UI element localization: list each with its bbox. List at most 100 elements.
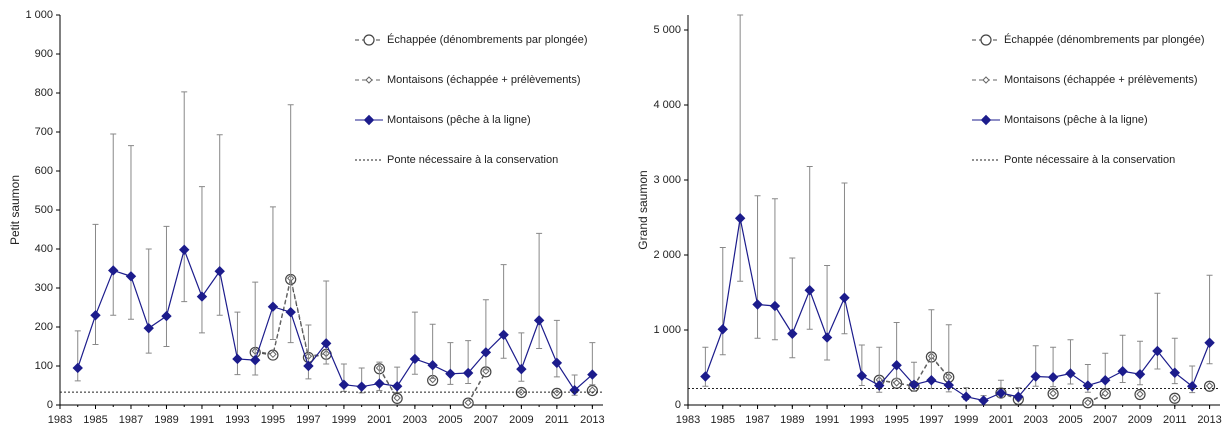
marker — [498, 329, 509, 341]
marker — [926, 375, 937, 386]
error-bar — [789, 257, 796, 359]
marker — [1134, 369, 1146, 380]
x-tick-label: 2005 — [1058, 414, 1082, 426]
marker — [516, 363, 527, 375]
marker — [1065, 368, 1076, 379]
x-tick-label: 2011 — [1163, 414, 1187, 426]
marker — [874, 380, 885, 391]
marker — [214, 266, 225, 277]
y-tick-label: 2 000 — [653, 249, 681, 261]
legend-label: Montaisons (échappée + prélèvements) — [1004, 74, 1198, 86]
marker — [1100, 375, 1111, 386]
y-axis-label: Grand saumon — [636, 170, 650, 249]
marker — [303, 360, 314, 372]
marker — [553, 389, 561, 397]
error-bar — [411, 311, 418, 375]
marker — [356, 381, 367, 392]
error-bar — [806, 166, 813, 330]
marker — [700, 371, 711, 382]
marker — [1204, 337, 1215, 348]
marker — [787, 328, 798, 339]
marker — [587, 369, 598, 380]
legend-marker — [980, 114, 992, 126]
marker — [908, 379, 920, 390]
marker — [821, 332, 833, 343]
x-tick-label: 1987 — [745, 414, 769, 426]
error-bar — [181, 91, 188, 303]
x-tick-label: 2009 — [509, 414, 533, 426]
marker — [462, 367, 474, 379]
x-tick-label: 1993 — [850, 414, 874, 426]
marker — [161, 310, 172, 322]
error-bar — [737, 14, 744, 282]
marker — [1101, 389, 1109, 398]
marker — [90, 310, 101, 321]
x-tick-label: 2013 — [580, 414, 604, 426]
y-tick-label: 3 000 — [653, 174, 681, 186]
legend-marker — [365, 76, 373, 84]
legend-label: Échappée (dénombrements par plongée) — [387, 34, 588, 46]
marker — [179, 244, 190, 255]
y-tick-label: 800 — [35, 87, 53, 99]
x-tick-label: 1995 — [884, 414, 908, 426]
error-bar — [74, 330, 81, 382]
marker — [320, 338, 332, 349]
error-bar — [536, 232, 543, 349]
y-tick-label: 600 — [35, 165, 53, 177]
x-tick-label: 1983 — [48, 414, 72, 426]
marker — [464, 398, 472, 407]
legend-label: Échappée (dénombrements par plongée) — [1004, 34, 1205, 46]
error-bar — [145, 248, 152, 354]
marker — [1030, 371, 1041, 382]
marker — [588, 386, 597, 394]
x-tick-label: 1997 — [919, 414, 943, 426]
error-bar — [110, 133, 117, 316]
x-tick-label: 1997 — [296, 414, 320, 426]
x-tick-label: 2007 — [1093, 414, 1117, 426]
y-tick-label: 400 — [35, 243, 53, 255]
error-bar — [92, 223, 99, 346]
marker — [1047, 372, 1059, 383]
y-tick-label: 100 — [35, 360, 53, 372]
marker — [752, 299, 763, 310]
error-bar — [824, 265, 831, 361]
legend-marker — [982, 76, 990, 84]
marker — [1136, 390, 1144, 398]
error-bar — [1154, 292, 1161, 370]
marker — [943, 379, 954, 391]
legend-label: Montaisons (pêche à la ligne) — [1004, 114, 1148, 126]
x-tick-label: 2013 — [1197, 414, 1221, 426]
marker — [734, 213, 746, 224]
marker — [769, 300, 781, 312]
error-bar — [234, 311, 241, 376]
marker — [249, 354, 261, 366]
series-line — [704, 218, 1211, 402]
marker — [839, 292, 850, 303]
error-bar — [771, 198, 778, 341]
marker — [891, 360, 902, 371]
marker — [804, 285, 815, 296]
error-bar — [1206, 274, 1213, 365]
x-tick-label: 1987 — [119, 414, 143, 426]
x-tick-label: 1985 — [83, 414, 107, 426]
y-tick-label: 1 000 — [25, 9, 53, 21]
y-tick-label: 4 000 — [653, 99, 681, 111]
x-tick-label: 1995 — [261, 414, 285, 426]
x-tick-label: 2001 — [367, 414, 391, 426]
series-line — [255, 278, 592, 402]
marker — [533, 315, 545, 326]
legend-label: Montaisons (échappée + prélèvements) — [387, 74, 581, 86]
marker — [196, 291, 208, 302]
error-bar — [719, 247, 726, 356]
legend-label: Ponte nécessaire à la conservation — [387, 154, 559, 166]
marker — [1049, 389, 1057, 398]
x-tick-label: 1999 — [332, 414, 356, 426]
marker — [409, 353, 421, 365]
x-tick-label: 1989 — [780, 414, 804, 426]
marker — [1171, 394, 1179, 402]
marker — [108, 265, 119, 276]
error-bar — [163, 225, 170, 347]
x-tick-label: 1993 — [225, 414, 249, 426]
